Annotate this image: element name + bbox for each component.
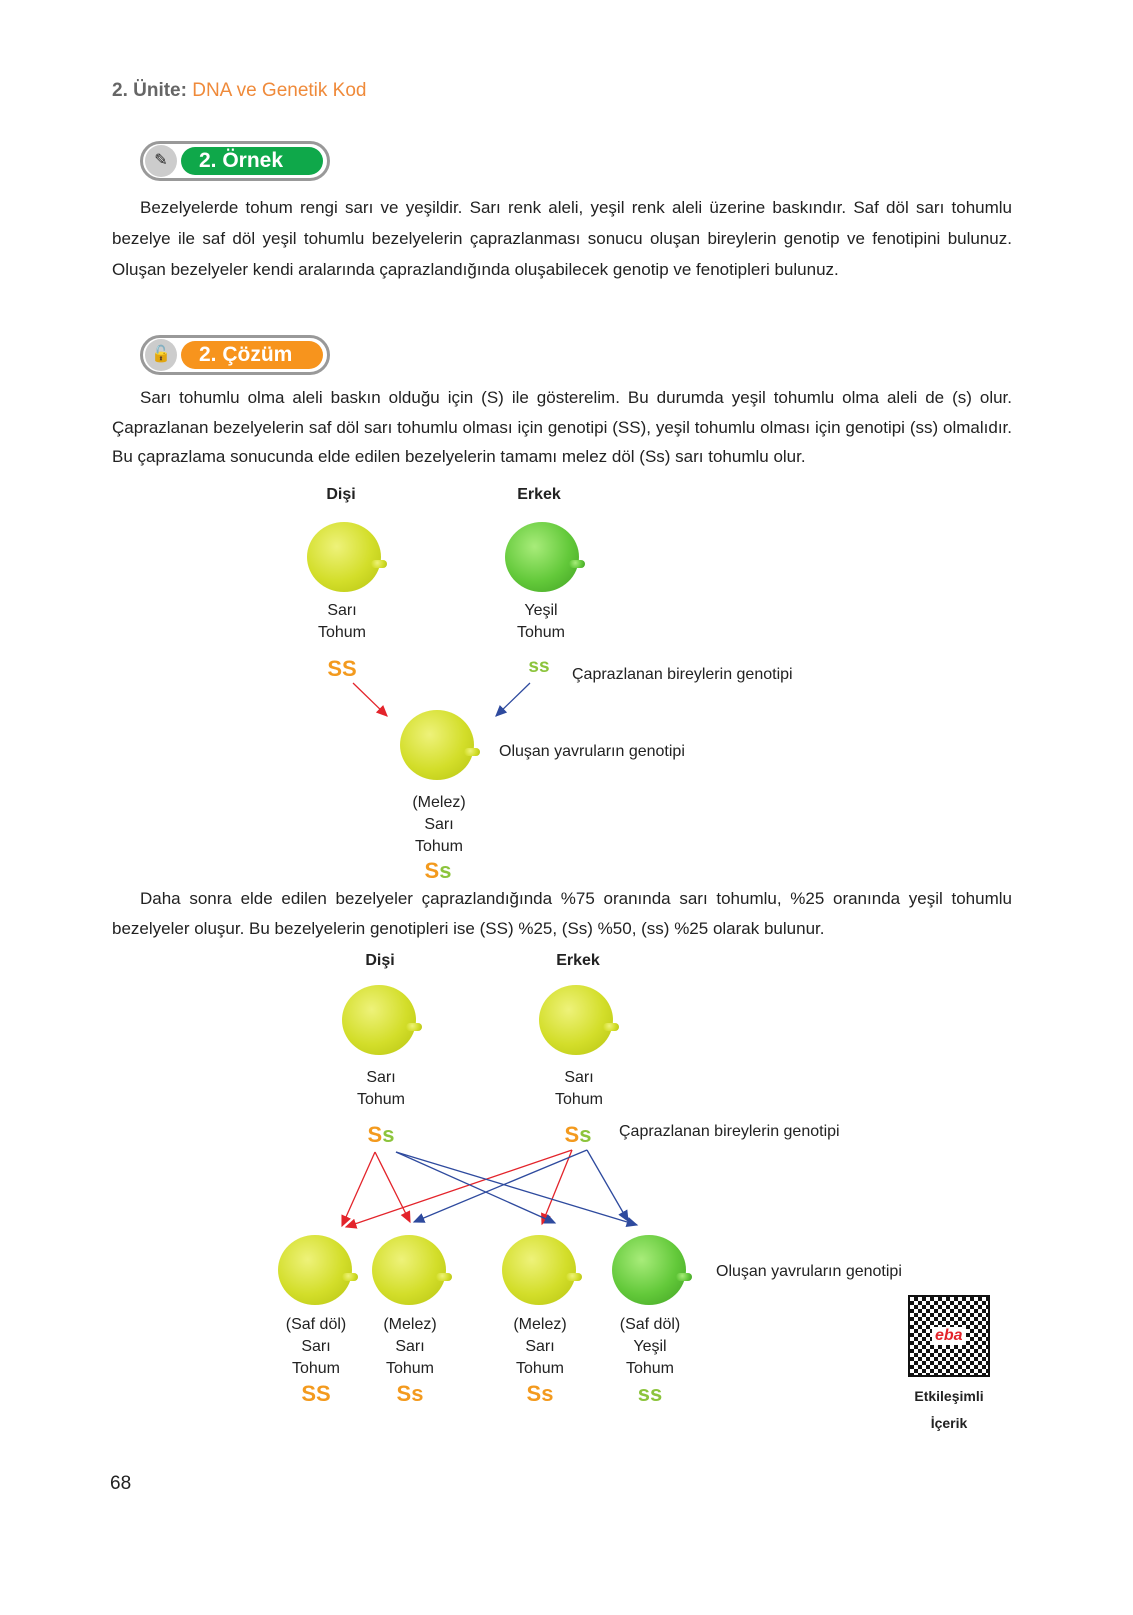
parents-note: Çaprazlanan bireylerin genotipi	[619, 1123, 840, 1140]
child-genotype: Ss	[396, 1381, 424, 1406]
solution-text-2: Daha sonra elde edilen bezelyeler çapraz…	[112, 889, 1012, 938]
green-pea	[505, 522, 585, 592]
arrow	[344, 1149, 573, 1229]
yellow-pea	[372, 1235, 452, 1305]
male-genotype: Ss	[564, 1122, 592, 1147]
child-phenotype: (Saf döl) Yeşil Tohum	[619, 1316, 681, 1377]
pencil-ruler-icon: ✎	[145, 145, 177, 177]
yellow-pea	[502, 1235, 582, 1305]
female-label: Dişi	[365, 952, 395, 969]
female-phenotype: Sarı Tohum	[356, 1069, 406, 1108]
female-phenotype: Sarı Tohum	[317, 602, 367, 641]
yellow-pea	[342, 985, 422, 1055]
arrow	[374, 1151, 411, 1224]
child-phenotype: (Saf döl) Sarı Tohum	[285, 1316, 347, 1377]
offspring-note: Oluşan yavruların genotipi	[716, 1263, 902, 1280]
male-genotype: ss	[528, 656, 550, 677]
page-number: 68	[110, 1473, 132, 1494]
example-badge: ✎ 2. Örnek	[140, 141, 330, 181]
yellow-pea	[539, 985, 619, 1055]
child-phenotype: (Melez) Sarı Tohum	[383, 1316, 437, 1377]
unit-header: 2. Ünite: DNA ve Genetik Kod	[112, 80, 367, 101]
example-text: Bezelyelerde tohum rengi sarı ve yeşildi…	[112, 198, 1012, 279]
child-phenotype: (Melez) Sarı Tohum	[412, 794, 466, 855]
child-genotype: Ss	[424, 858, 452, 883]
child-genotype: ss	[637, 1381, 663, 1406]
arrow	[395, 1151, 557, 1224]
arrow	[495, 682, 531, 717]
male-phenotype: Sarı Tohum	[554, 1069, 604, 1108]
female-label: Dişi	[326, 486, 356, 503]
male-label: Erkek	[556, 952, 600, 969]
arrow	[341, 1151, 376, 1228]
parents-note: Çaprazlanan bireylerin genotipi	[572, 666, 793, 683]
yellow-pea	[278, 1235, 358, 1305]
arrow	[541, 1149, 573, 1226]
child-genotype: SS	[301, 1381, 331, 1406]
arrow	[412, 1149, 588, 1223]
male-label: Erkek	[517, 486, 561, 503]
solution-text-1: Sarı tohumlu olma aleli baskın olduğu iç…	[112, 388, 1012, 466]
female-genotype: SS	[327, 656, 357, 681]
yellow-pea	[307, 522, 387, 592]
child-genotype: Ss	[526, 1381, 554, 1406]
arrow	[395, 1151, 639, 1227]
solution-badge: 🔓 2. Çözüm	[140, 335, 330, 375]
child-phenotype: (Melez) Sarı Tohum	[513, 1316, 567, 1377]
qr-code[interactable]: eba	[908, 1295, 990, 1377]
arrow	[586, 1149, 629, 1223]
unlocked-padlock-icon: 🔓	[145, 339, 177, 371]
offspring-note: Oluşan yavruların genotipi	[499, 743, 685, 760]
qr-label: Etkileşimli	[914, 1388, 984, 1404]
arrow	[352, 682, 388, 717]
male-phenotype: Yeşil Tohum	[516, 602, 566, 641]
qr-label: İçerik	[930, 1415, 968, 1431]
green-pea	[612, 1235, 692, 1305]
yellow-pea	[400, 710, 480, 780]
female-genotype: Ss	[367, 1122, 395, 1147]
